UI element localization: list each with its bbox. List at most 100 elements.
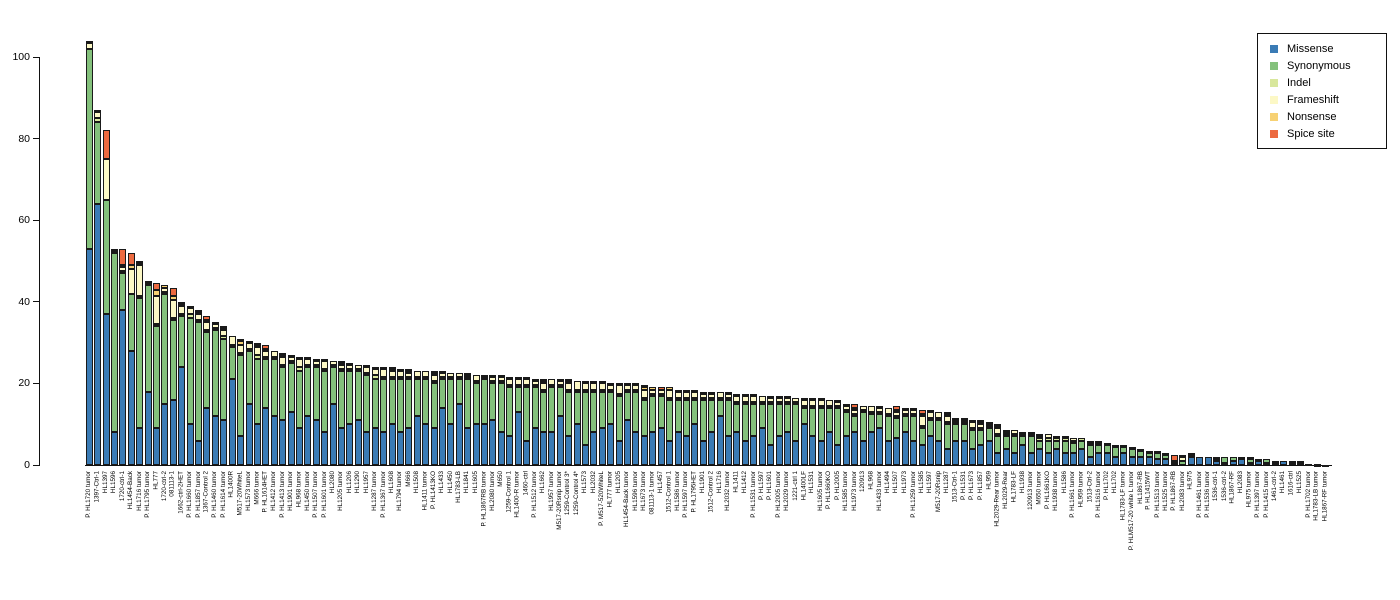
bar-segment-synonymous [817, 407, 825, 441]
bar-segment-missense [338, 428, 346, 465]
bar-segment-synonymous [203, 332, 211, 408]
x-category-label: M517-20Rsnip [934, 471, 942, 512]
bar-segment-missense [245, 403, 253, 465]
bar-segment-missense [178, 367, 186, 465]
bar-segment-missense [1036, 448, 1044, 465]
bar-segment-synonymous [110, 252, 118, 433]
bar-segment-indel [901, 414, 909, 417]
x-category-label: P. HL1259 tumor [909, 471, 917, 518]
legend-item: Missense [1270, 43, 1376, 55]
x-category-label: P. HL1367 tumor [379, 471, 387, 518]
bar-segment-synonymous [1061, 440, 1069, 453]
bar-segment-missense [918, 444, 926, 465]
x-category-label: P. HL1597 [757, 471, 765, 500]
bar-segment-synonymous [262, 358, 270, 408]
bar-segment-nonsense [767, 395, 775, 398]
bar-segment-synonymous [868, 414, 876, 433]
x-category-label: 1221-ctrl 1 [791, 471, 799, 501]
bar-segment-frameshift [1145, 450, 1153, 453]
bar-segment-frameshift [901, 409, 909, 414]
bar-segment-missense [1305, 464, 1313, 467]
x-category-label: HL1605 [471, 471, 479, 494]
bar-segment-spice-site [388, 367, 396, 370]
x-category-label: 120913 tumor [1027, 471, 1035, 510]
bar-segment-frameshift [876, 407, 884, 412]
bar-segment-indel [153, 324, 160, 327]
bar-segment-synonymous [195, 322, 203, 441]
bar-segment-synonymous [228, 346, 236, 380]
bar-segment-synonymous [775, 403, 783, 437]
bar-segment-missense [1229, 460, 1237, 465]
bar-segment-indel [1111, 444, 1119, 447]
bar-segment-frameshift [834, 401, 842, 406]
bar-segment-nonsense [994, 426, 1002, 429]
bar-segment-indel [1061, 438, 1069, 441]
x-category-label: HL1957 tumor [547, 471, 555, 511]
bar-segment-nonsense [708, 391, 716, 394]
x-category-label: P. HL1413KO [429, 471, 437, 510]
bar-segment-indel [321, 369, 329, 372]
bar-segment-frameshift [430, 375, 438, 382]
x-category-label: HL1400-R tumor [513, 471, 521, 518]
y-tick-label: 0 [24, 459, 30, 471]
bar-segment-spice-site [1212, 456, 1220, 459]
bar-segment-synonymous [851, 416, 859, 433]
bar-segment-missense [262, 407, 270, 465]
bar-segment-indel [868, 411, 876, 414]
bar-segment-spice-site [220, 326, 228, 329]
bar-segment-missense [1196, 456, 1204, 465]
x-category-label: P. HL1597 tumor [682, 471, 690, 518]
x-category-label: P. HL1673 [968, 471, 976, 500]
x-category-label: HL2080 [328, 471, 336, 494]
bar-segment-nonsense [598, 381, 606, 384]
bar-segment-indel [1011, 434, 1019, 437]
bar-segment-indel [161, 291, 169, 294]
x-category-label: HL1412 [741, 471, 749, 494]
bar-segment-frameshift [666, 389, 674, 398]
bar-segment-frameshift [994, 428, 1002, 435]
x-category-label: HL1901 tumor [286, 471, 294, 511]
bar-segment-frameshift [1069, 438, 1077, 441]
bar-segment-missense [817, 440, 825, 465]
bar-segment-indel [952, 422, 960, 425]
bar-segment-spice-site [338, 360, 346, 363]
legend-item: Nonsense [1270, 111, 1376, 123]
bar-segment-missense [783, 432, 791, 465]
bar-segment-synonymous [338, 371, 346, 429]
bar-segment-frameshift [413, 371, 421, 378]
y-axis-line [39, 57, 41, 466]
bar-segment-synonymous [792, 403, 800, 441]
y-tick [33, 138, 39, 140]
x-category-label: 1720-ctrl-1 [118, 471, 126, 502]
x-category-label: 1512-Control 1 [665, 471, 673, 513]
bar-segment-nonsense [119, 265, 127, 268]
bar-segment-nonsense [699, 391, 707, 394]
bar-segment-indel [565, 389, 573, 392]
bar-segment-spice-site [430, 371, 438, 374]
bar-segment-frameshift [178, 305, 186, 315]
x-category-label: M517-20Rsnip tumor [556, 471, 564, 530]
x-category-label: P. HL1536 tumor [1203, 471, 1211, 518]
bar-segment-synonymous [1145, 452, 1153, 457]
x-category-label: M650 tumor [1035, 471, 1043, 505]
bar-segment-spice-site [657, 387, 665, 390]
bar-segment-indel [169, 318, 177, 321]
bar-segment-missense [590, 432, 598, 465]
bar-segment-synonymous [279, 367, 287, 421]
bar-segment-missense [1019, 444, 1027, 465]
bar-segment-indel [472, 381, 480, 384]
bar-segment-frameshift [363, 367, 371, 374]
bar-segment-frameshift [237, 344, 245, 353]
bar-segment-synonymous [968, 430, 976, 449]
bar-segment-indel [910, 414, 918, 417]
x-category-label: P. HL1795HET [690, 471, 698, 513]
x-category-label: HL968 [867, 471, 875, 490]
bar-segment-nonsense [371, 367, 379, 370]
bar-segment-missense [699, 440, 707, 465]
bar-segment-nonsense [666, 387, 674, 390]
bar-segment-missense [1221, 462, 1229, 465]
bar-segment-missense [1322, 464, 1330, 467]
bar-segment-frameshift [136, 265, 144, 296]
bar-segment-missense [523, 440, 531, 465]
bar-segment-frameshift [253, 346, 261, 355]
